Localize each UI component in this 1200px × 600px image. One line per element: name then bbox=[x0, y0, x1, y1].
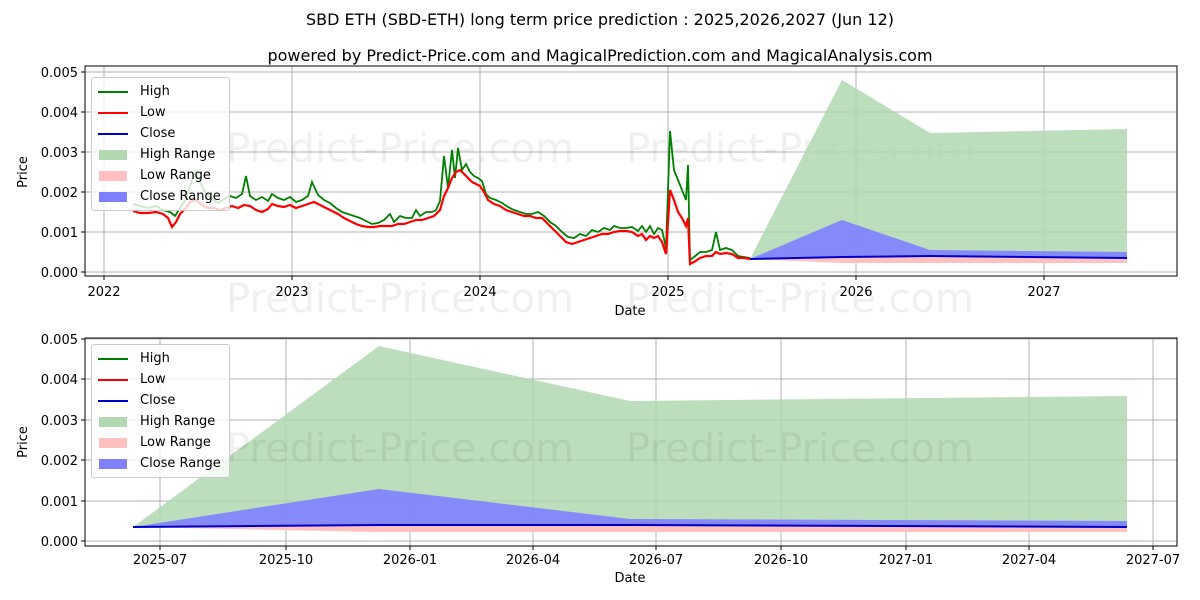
legend-item-close-range: Close Range bbox=[98, 453, 221, 474]
legend-item-high-range: High Range bbox=[98, 411, 221, 432]
line-swatch-icon bbox=[98, 378, 128, 381]
legend-item-high-range: High Range bbox=[98, 144, 221, 165]
high-range-area bbox=[133, 346, 1127, 527]
y-axis: 0.000 0.001 0.002 0.003 0.004 0.005 bbox=[41, 66, 85, 281]
svg-text:2026: 2026 bbox=[839, 285, 872, 300]
svg-text:0.001: 0.001 bbox=[41, 226, 78, 241]
svg-text:0.003: 0.003 bbox=[41, 146, 78, 161]
legend-item-close-range: Close Range bbox=[98, 186, 221, 207]
line-swatch-icon bbox=[98, 111, 128, 114]
svg-text:0.002: 0.002 bbox=[41, 186, 78, 201]
line-swatch-icon bbox=[98, 399, 128, 402]
close-range-area bbox=[750, 220, 1127, 259]
legend-item-low-range: Low Range bbox=[98, 432, 221, 453]
legend-item-close: Close bbox=[98, 123, 221, 144]
svg-text:2027-04: 2027-04 bbox=[1002, 553, 1056, 568]
legend-item-low: Low bbox=[98, 102, 221, 123]
patch-swatch-icon bbox=[99, 458, 127, 469]
legend-item-high: High bbox=[98, 81, 221, 102]
y-axis: 0.000 0.001 0.002 0.003 0.004 0.005 bbox=[41, 333, 85, 550]
svg-text:2025-10: 2025-10 bbox=[259, 553, 313, 568]
patch-swatch-icon bbox=[99, 149, 127, 160]
top-chart: Predict-Price.com Predict-Price.com Pred… bbox=[16, 65, 1178, 322]
svg-text:2027: 2027 bbox=[1027, 285, 1060, 300]
line-swatch-icon bbox=[98, 132, 128, 135]
svg-text:0.003: 0.003 bbox=[41, 414, 78, 429]
svg-text:0.001: 0.001 bbox=[41, 495, 78, 510]
legend-item-low: Low bbox=[98, 369, 221, 390]
chart-title: SBD ETH (SBD-ETH) long term price predic… bbox=[305, 10, 895, 29]
svg-text:2027-01: 2027-01 bbox=[879, 553, 933, 568]
y-axis-label: Price bbox=[16, 426, 31, 458]
watermark: Predict-Price.com bbox=[226, 426, 574, 472]
svg-text:2025-07: 2025-07 bbox=[133, 553, 187, 568]
low-line bbox=[132, 168, 751, 266]
svg-text:2026-04: 2026-04 bbox=[506, 553, 560, 568]
legend-bottom: High Low Close High Range Low Range Clos… bbox=[91, 344, 230, 478]
svg-text:2026-01: 2026-01 bbox=[383, 553, 437, 568]
x-axis-label: Date bbox=[614, 571, 645, 586]
svg-text:2023: 2023 bbox=[275, 285, 308, 300]
svg-text:2022: 2022 bbox=[87, 285, 120, 300]
watermark: Predict-Price.com bbox=[626, 426, 974, 472]
watermark: Predict-Price.com bbox=[226, 276, 574, 322]
legend-item-high: High bbox=[98, 348, 221, 369]
close-line bbox=[749, 254, 1128, 260]
chart-subtitle: powered by Predict-Price.com and Magical… bbox=[267, 46, 933, 65]
svg-text:0.004: 0.004 bbox=[41, 373, 78, 388]
svg-text:2026-07: 2026-07 bbox=[629, 553, 683, 568]
watermark: Predict-Price.com bbox=[226, 126, 574, 172]
axes-frame bbox=[84, 65, 1178, 277]
svg-text:0.002: 0.002 bbox=[41, 454, 78, 469]
bottom-chart: Predict-Price.com Predict-Price.com 0.00… bbox=[16, 333, 1180, 586]
y-axis-label: Price bbox=[16, 156, 31, 188]
low-range-area bbox=[133, 526, 1127, 532]
svg-text:0.004: 0.004 bbox=[41, 106, 78, 121]
close-line bbox=[132, 524, 1128, 528]
x-axis: 2022 2023 2024 2025 2026 2027 bbox=[87, 276, 1061, 300]
svg-text:2025: 2025 bbox=[651, 285, 684, 300]
low-range-area bbox=[750, 257, 1127, 263]
svg-text:2024: 2024 bbox=[463, 285, 496, 300]
patch-swatch-icon bbox=[99, 170, 127, 181]
x-axis: 2025-07 2025-10 2026-01 2026-04 2026-07 … bbox=[133, 546, 1180, 568]
patch-swatch-icon bbox=[99, 191, 127, 202]
svg-text:2027-07: 2027-07 bbox=[1126, 553, 1180, 568]
high-line bbox=[132, 130, 751, 262]
patch-swatch-icon bbox=[99, 437, 127, 448]
svg-text:2026-10: 2026-10 bbox=[754, 553, 808, 568]
legend-item-low-range: Low Range bbox=[98, 165, 221, 186]
svg-text:0.000: 0.000 bbox=[41, 535, 78, 550]
patch-swatch-icon bbox=[99, 416, 127, 427]
axes-frame bbox=[84, 337, 1178, 547]
svg-text:0.005: 0.005 bbox=[41, 333, 78, 348]
legend-top: High Low Close High Range Low Range Clos… bbox=[91, 77, 230, 211]
svg-text:0.005: 0.005 bbox=[41, 66, 78, 81]
high-range-area bbox=[750, 80, 1127, 259]
legend-item-close: Close bbox=[98, 390, 221, 411]
line-swatch-icon bbox=[98, 357, 128, 360]
line-swatch-icon bbox=[98, 90, 128, 93]
watermark: Predict-Price.com bbox=[626, 276, 974, 322]
x-axis-label: Date bbox=[614, 304, 645, 319]
close-range-area bbox=[133, 489, 1127, 527]
svg-text:0.000: 0.000 bbox=[41, 266, 78, 281]
